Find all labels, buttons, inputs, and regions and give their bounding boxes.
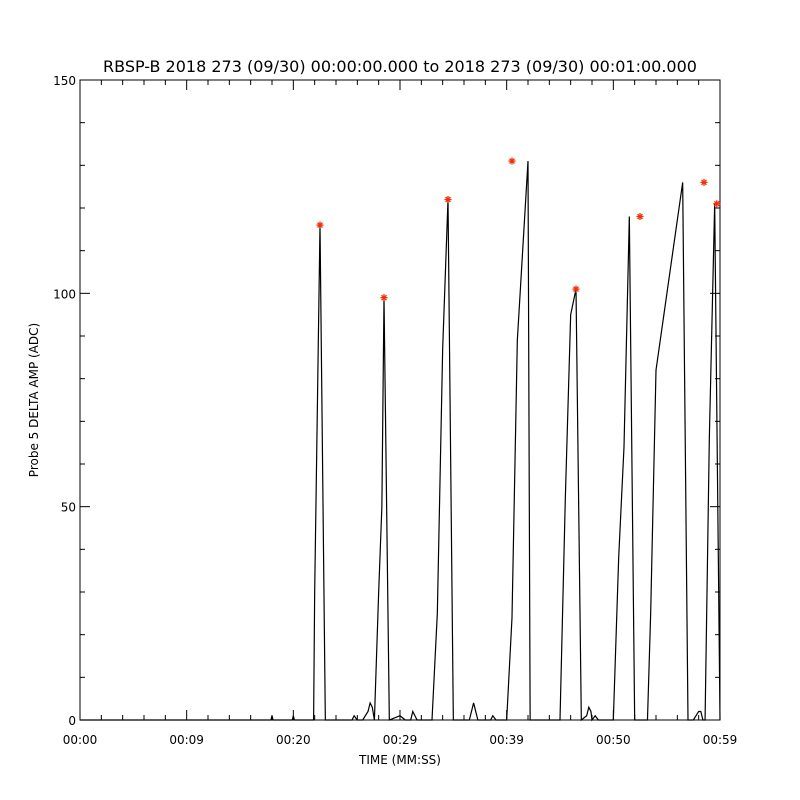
axis-ticks xyxy=(79,79,721,721)
x-tick-label: 00:09 xyxy=(169,733,204,747)
peak-marker-stroke xyxy=(713,200,720,207)
x-tick-label: 00:39 xyxy=(489,733,524,747)
peak-marker xyxy=(316,221,324,229)
x-tick-label: 00:00 xyxy=(63,733,98,747)
peak-marker-stroke xyxy=(509,158,515,164)
peak-marker xyxy=(380,294,388,302)
peak-marker-stroke xyxy=(445,196,451,203)
y-axis-label: Probe 5 DELTA AMP (ADC) xyxy=(27,323,41,477)
x-axis-label: TIME (MM:SS) xyxy=(358,753,441,767)
y-tick-label: 0 xyxy=(68,714,76,728)
x-tick-label: 00:20 xyxy=(276,733,311,747)
y-tick-label: 100 xyxy=(53,287,76,301)
peak-marker xyxy=(444,195,452,203)
axis-tick-labels: 00:00 00:09 00:20 00:29 00:39 00:50 00:59 0 50 10… xyxy=(53,74,737,747)
data-series-line xyxy=(80,161,721,722)
peak-marker-stroke xyxy=(381,294,387,301)
peak-marker xyxy=(700,178,708,186)
plot-frame xyxy=(79,79,721,721)
x-tick-label: 00:59 xyxy=(703,733,738,747)
y-tick-label: 150 xyxy=(53,74,76,88)
x-tick-label: 00:29 xyxy=(383,733,418,747)
peak-marker-stroke xyxy=(637,213,643,220)
peak-marker xyxy=(713,200,721,208)
peak-marker-stroke xyxy=(701,179,707,186)
x-tick-label: 00:50 xyxy=(596,733,631,747)
peak-marker xyxy=(636,213,644,221)
y-tick-label: 50 xyxy=(61,501,76,515)
peak-marker xyxy=(572,285,580,293)
series-layer xyxy=(80,161,721,722)
peak-marker-stroke xyxy=(317,222,323,228)
peak-marker xyxy=(508,157,516,165)
peak-markers xyxy=(316,157,721,302)
peak-marker-stroke xyxy=(573,286,579,292)
chart-title: RBSP-B 2018 273 (09/30) 00:00:00.000 to … xyxy=(103,57,697,76)
